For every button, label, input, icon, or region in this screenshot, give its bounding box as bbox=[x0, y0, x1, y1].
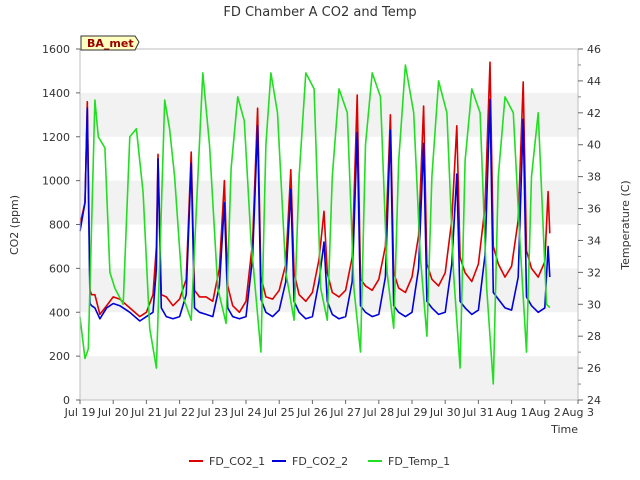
annotation-badge-text: BA_met bbox=[87, 37, 134, 50]
legend-label: FD_CO2_2 bbox=[292, 455, 348, 468]
right-tick-label: 36 bbox=[587, 203, 601, 216]
left-tick-label: 1000 bbox=[42, 175, 70, 188]
x-tick-label: Jul 29 bbox=[396, 406, 428, 419]
x-tick-label: Jul 31 bbox=[462, 406, 494, 419]
x-axis-label: Time bbox=[550, 423, 578, 436]
series-line-fd-co2-2 bbox=[79, 98, 551, 322]
left-tick-label: 400 bbox=[49, 306, 70, 319]
x-tick-label: Jul 25 bbox=[263, 406, 295, 419]
left-tick-label: 1400 bbox=[42, 87, 70, 100]
legend: FD_CO2_1 FD_CO2_2 FD_Temp_1 bbox=[189, 455, 450, 468]
left-tick-label: 800 bbox=[49, 219, 70, 232]
left-tick-label: 0 bbox=[63, 394, 70, 407]
right-tick-label: 26 bbox=[587, 362, 601, 375]
x-tick-label: Jul 19 bbox=[64, 406, 96, 419]
right-tick-label: 30 bbox=[587, 298, 601, 311]
right-tick-label: 44 bbox=[587, 75, 601, 88]
legend-label: FD_Temp_1 bbox=[388, 455, 450, 468]
x-tick-label: Jul 22 bbox=[163, 406, 195, 419]
x-tick-label: Jul 30 bbox=[429, 406, 461, 419]
series-layer bbox=[79, 61, 551, 385]
right-tick-label: 40 bbox=[587, 139, 601, 152]
legend-label: FD_CO2_1 bbox=[209, 455, 265, 468]
y-axis-right-label: Temperature (C) bbox=[619, 180, 632, 270]
annotation-badge: BA_met bbox=[80, 35, 140, 51]
right-tick-label: 32 bbox=[587, 266, 601, 279]
right-tick-label: 24 bbox=[587, 394, 601, 407]
left-tick-label: 1200 bbox=[42, 131, 70, 144]
chart-title: FD Chamber A CO2 and Temp bbox=[223, 5, 416, 20]
left-tick-label: 600 bbox=[49, 262, 70, 275]
grid-band bbox=[80, 356, 578, 400]
x-tick-label: Aug 3 bbox=[562, 406, 594, 419]
x-tick-label: Aug 1 bbox=[496, 406, 528, 419]
right-tick-label: 28 bbox=[587, 330, 601, 343]
right-axis: 24 26 28 30 32 34 36 38 40 42 44 46 bbox=[578, 43, 601, 407]
annotation-badge-box bbox=[80, 35, 140, 51]
series-line-fd-temp-1 bbox=[79, 64, 551, 385]
x-tick-label: Jul 21 bbox=[130, 406, 162, 419]
right-tick-label: 42 bbox=[587, 107, 601, 120]
left-tick-label: 200 bbox=[49, 350, 70, 363]
y-axis-left-label: CO2 (ppm) bbox=[8, 195, 21, 255]
x-tick-label: Jul 23 bbox=[196, 406, 228, 419]
x-tick-label: Aug 2 bbox=[529, 406, 561, 419]
x-tick-label: Jul 24 bbox=[230, 406, 262, 419]
x-tick-label: Jul 26 bbox=[296, 406, 328, 419]
x-tick-label: Jul 28 bbox=[362, 406, 394, 419]
grid-band bbox=[80, 180, 578, 225]
left-axis: 0 200 400 600 800 1000 1200 1400 1600 bbox=[42, 43, 80, 407]
left-tick-label: 1600 bbox=[42, 43, 70, 56]
x-tick-label: Jul 20 bbox=[97, 406, 129, 419]
right-tick-label: 38 bbox=[587, 171, 601, 184]
right-tick-label: 34 bbox=[587, 234, 601, 247]
x-axis: Jul 19 Jul 20 Jul 21 Jul 22 Jul 23 Jul 24 Jul … bbox=[64, 400, 594, 419]
x-tick-label: Jul 27 bbox=[329, 406, 361, 419]
right-tick-label: 46 bbox=[587, 43, 601, 56]
